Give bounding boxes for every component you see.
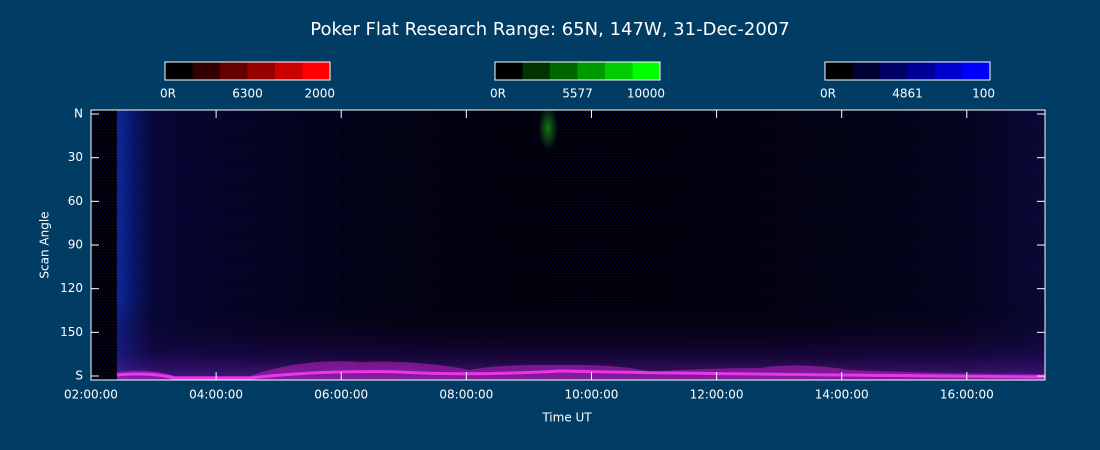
colorbar-label: 10000 xyxy=(627,87,665,101)
x-tick-label: 08:00:00 xyxy=(439,388,493,402)
chart-title: Poker Flat Research Range: 65N, 147W, 31… xyxy=(310,19,789,40)
x-tick-label: 14:00:00 xyxy=(815,388,869,402)
colorbar-segment xyxy=(962,62,990,80)
colorbar-label: 4861 xyxy=(892,87,923,101)
colorbar-frame xyxy=(824,61,991,81)
colorbar-segment xyxy=(275,62,303,80)
colorbar-segment xyxy=(192,62,220,80)
x-tick-label: 04:00:00 xyxy=(189,388,243,402)
y-tick-label: S xyxy=(75,369,83,383)
colorbar-label: 6300 xyxy=(232,87,263,101)
x-tick-label: 02:00:00 xyxy=(64,388,118,402)
colorbar-label: 5577 xyxy=(562,87,593,101)
colorbar-segment xyxy=(907,62,935,80)
colorbar-frame xyxy=(494,61,661,81)
colorbar-segment xyxy=(495,62,523,80)
colorbar-label: 100 xyxy=(972,87,995,101)
colorbar-segment xyxy=(550,62,578,80)
colorbar-label: 2000 xyxy=(304,87,335,101)
y-tick-label: 30 xyxy=(68,150,83,164)
green-spot xyxy=(538,106,558,150)
colorbar-segment xyxy=(632,62,660,80)
colorbar-segment xyxy=(852,62,880,80)
colorbar-segment xyxy=(302,62,330,80)
y-tick-label: 150 xyxy=(60,325,83,339)
y-tick-label: 120 xyxy=(60,281,83,295)
x-tick-label: 06:00:00 xyxy=(314,388,368,402)
y-tick-label: 90 xyxy=(68,238,83,252)
colorbar-segment xyxy=(165,62,193,80)
colorbar-segment xyxy=(220,62,248,80)
colorbar-segment xyxy=(935,62,963,80)
colorbar-segment xyxy=(577,62,605,80)
x-tick-label: 10:00:00 xyxy=(565,388,619,402)
colorbar-label: 0R xyxy=(160,87,176,101)
colorbar-label: 0R xyxy=(490,87,506,101)
colorbar-segment xyxy=(825,62,853,80)
y-axis-label: Scan Angle xyxy=(38,211,52,278)
x-axis-label: Time UT xyxy=(541,411,592,425)
colorbar-segment xyxy=(605,62,633,80)
magenta-arc xyxy=(116,369,1046,380)
colorbar-label: 0R xyxy=(820,87,836,101)
x-tick-label: 16:00:00 xyxy=(940,388,994,402)
colorbar-segment xyxy=(880,62,908,80)
y-tick-label: 60 xyxy=(68,194,83,208)
colorbar-frame xyxy=(164,61,331,81)
colorbar-segment xyxy=(522,62,550,80)
x-tick-label: 12:00:00 xyxy=(690,388,744,402)
keogram-image xyxy=(90,106,1046,381)
y-tick-label: N xyxy=(74,107,83,121)
colorbar-segment xyxy=(247,62,275,80)
